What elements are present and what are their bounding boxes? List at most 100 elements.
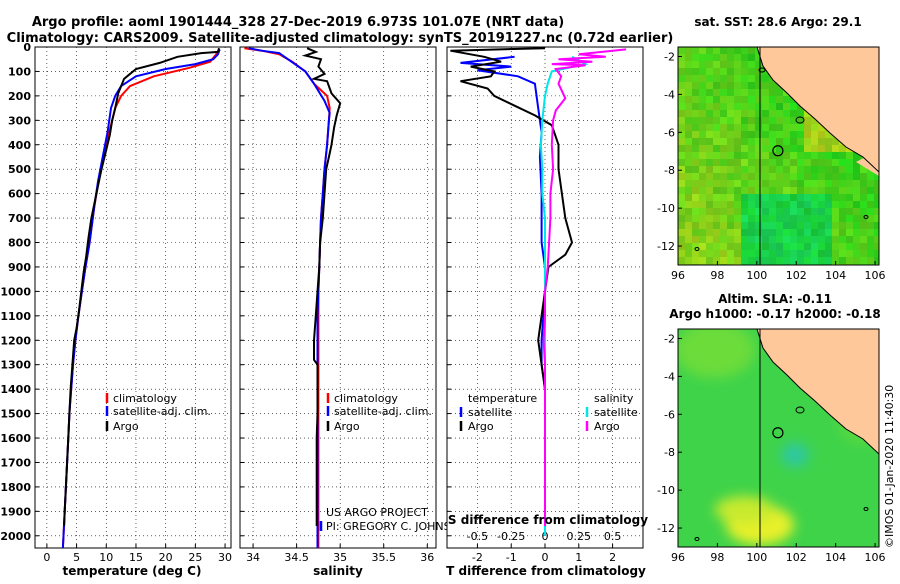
- sst-cell: [706, 82, 714, 90]
- sst-cell: [727, 194, 735, 202]
- sst-cell: [685, 222, 693, 230]
- sst-cell: [832, 187, 840, 195]
- sst-cell: [839, 194, 847, 202]
- sst-cell: [762, 215, 770, 223]
- sst-cell: [741, 131, 749, 139]
- sst-cell: [825, 145, 833, 153]
- sst-cell: [713, 96, 721, 104]
- sst-cell: [832, 250, 840, 258]
- legend-salinity-title: salinity: [594, 392, 634, 405]
- sst-cell: [811, 215, 819, 223]
- sst-cell: [783, 194, 791, 202]
- sst-cell: [797, 243, 805, 251]
- sst-cell: [776, 166, 784, 174]
- sst-cell: [727, 250, 735, 258]
- sst-cell: [741, 180, 749, 188]
- sst-cell: [727, 124, 735, 132]
- sst-cell: [685, 110, 693, 118]
- sst-cell: [769, 110, 777, 118]
- sst-cell: [685, 152, 693, 160]
- s-diff-tick-label: -0.25: [497, 530, 525, 543]
- sst-cell: [699, 222, 707, 230]
- sst-cell: [832, 194, 840, 202]
- sst-cell: [734, 166, 742, 174]
- sst-cell: [678, 180, 686, 188]
- sst-cell: [741, 145, 749, 153]
- lat-tick-label: -4: [664, 88, 675, 101]
- sst-cell: [804, 194, 812, 202]
- sst-cell: [860, 222, 868, 230]
- sst-cell: [762, 103, 770, 111]
- lon-tick-label: 106: [865, 269, 886, 282]
- sst-cell: [720, 173, 728, 181]
- sst-cell: [734, 117, 742, 125]
- lon-tick-label: 100: [746, 269, 767, 282]
- sst-cell: [727, 222, 735, 230]
- x-tick-label: 1: [575, 551, 582, 564]
- sst-cell: [692, 75, 700, 83]
- sst-cell: [846, 152, 854, 160]
- sst-cell: [692, 68, 700, 76]
- salinity-frame: [240, 47, 436, 548]
- sst-cell: [734, 47, 742, 55]
- sst-cell: [832, 152, 840, 160]
- sst-cell: [713, 68, 721, 76]
- sst-cell: [811, 166, 819, 174]
- lon-tick-label: 104: [825, 269, 846, 282]
- sst-cell: [713, 229, 721, 237]
- sst-cell: [741, 243, 749, 251]
- sst-cell: [811, 131, 819, 139]
- sst-cell: [818, 243, 826, 251]
- sst-cell: [762, 159, 770, 167]
- sst-cell: [685, 61, 693, 69]
- sst-cell: [790, 180, 798, 188]
- sst-cell: [776, 96, 784, 104]
- sst-cell: [790, 229, 798, 237]
- sst-cell: [769, 194, 777, 202]
- sla-map-panel: Altim. SLA: -0.11 Argo h1000: -0.17 h200…: [657, 292, 886, 564]
- sst-cell: [720, 145, 728, 153]
- lat-tick-label: -6: [664, 126, 675, 139]
- sst-cell: [790, 145, 798, 153]
- salinity-xticks: 34 34.5 35 35.5 36: [246, 551, 434, 564]
- sst-cell: [678, 47, 686, 55]
- sst-cell: [741, 124, 749, 132]
- x-tick-label: 15: [129, 551, 143, 564]
- sst-cell: [720, 201, 728, 209]
- sst-cell: [769, 82, 777, 90]
- sst-cell: [776, 138, 784, 146]
- depth-tick-label: 0: [23, 41, 31, 54]
- sst-cell: [741, 166, 749, 174]
- sst-cell: [727, 68, 735, 76]
- x-tick-label: 35: [333, 551, 347, 564]
- sst-cell: [776, 194, 784, 202]
- sst-cell: [825, 159, 833, 167]
- sst-cell: [860, 236, 868, 244]
- sst-cell: [692, 96, 700, 104]
- sst-cell: [748, 173, 756, 181]
- sst-cell: [720, 222, 728, 230]
- sst-cell: [839, 180, 847, 188]
- sst-cell: [804, 229, 812, 237]
- credits-line-2: PI: GREGORY C. JOHNSON: [326, 520, 467, 533]
- sst-cell: [713, 222, 721, 230]
- sst-cell: [685, 257, 693, 265]
- sst-cell: [699, 243, 707, 251]
- sst-cell: [783, 131, 791, 139]
- sst-cell: [874, 180, 882, 188]
- sst-cell: [860, 194, 868, 202]
- sst-cell: [706, 201, 714, 209]
- sst-cell: [804, 117, 812, 125]
- sst-cell: [678, 201, 686, 209]
- sst-cell: [727, 75, 735, 83]
- sst-cell: [713, 173, 721, 181]
- sst-cell: [699, 89, 707, 97]
- sst-cell: [755, 222, 763, 230]
- sst-cell: [720, 117, 728, 125]
- sst-cell: [776, 159, 784, 167]
- sst-cell: [846, 229, 854, 237]
- sst-cell: [692, 194, 700, 202]
- sst-cell: [860, 208, 868, 216]
- sst-cell: [685, 208, 693, 216]
- sst-cell: [776, 89, 784, 97]
